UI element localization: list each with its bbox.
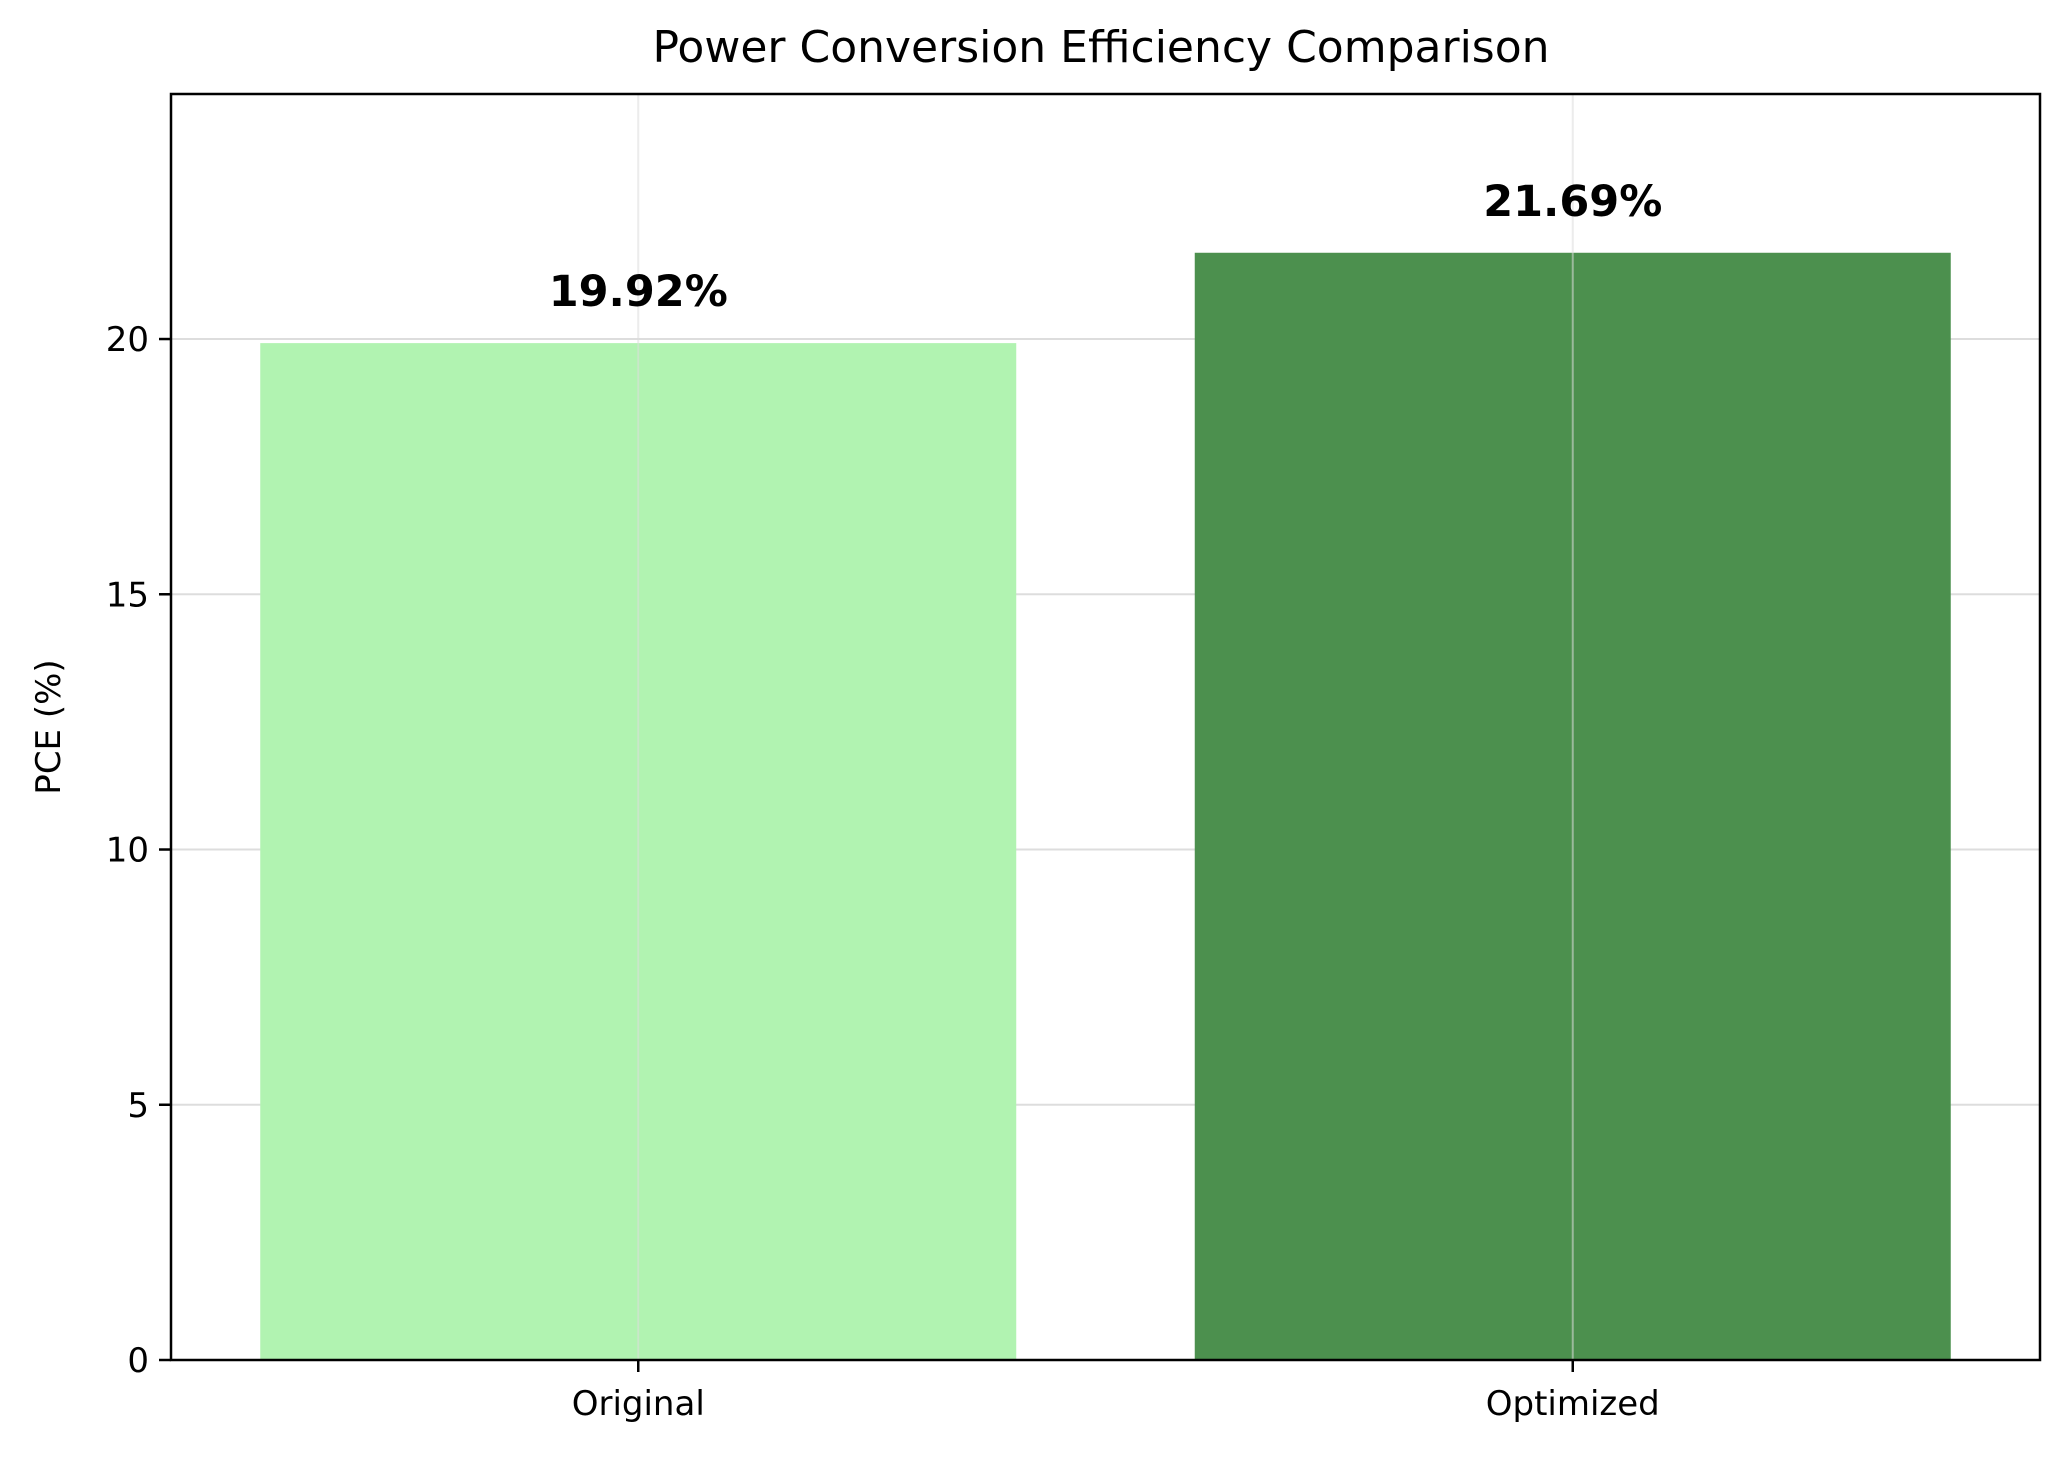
y-tick-label: 10: [106, 831, 149, 871]
x-tick-label: Original: [572, 1384, 705, 1424]
x-tick-label: Optimized: [1486, 1384, 1660, 1424]
y-tick-label: 15: [106, 575, 149, 615]
plot-frame: [169, 92, 2042, 1362]
vertical-grid-lines: [637, 94, 1574, 1360]
bar-value-label: 21.69%: [1483, 177, 1662, 227]
y-tick-label: 5: [127, 1086, 149, 1126]
axis-ticks: 0 5 10 15 20 Original Optimized: [106, 320, 1660, 1424]
y-tick-label: 0: [127, 1341, 149, 1381]
y-tick-label: 20: [106, 320, 149, 360]
chart-title: Power Conversion Efficiency Comparison: [652, 22, 1549, 73]
value-labels: 19.92% 21.69%: [549, 177, 1663, 317]
bar-value-label: 19.92%: [549, 267, 728, 317]
y-axis-label: PCE (%): [29, 659, 69, 794]
